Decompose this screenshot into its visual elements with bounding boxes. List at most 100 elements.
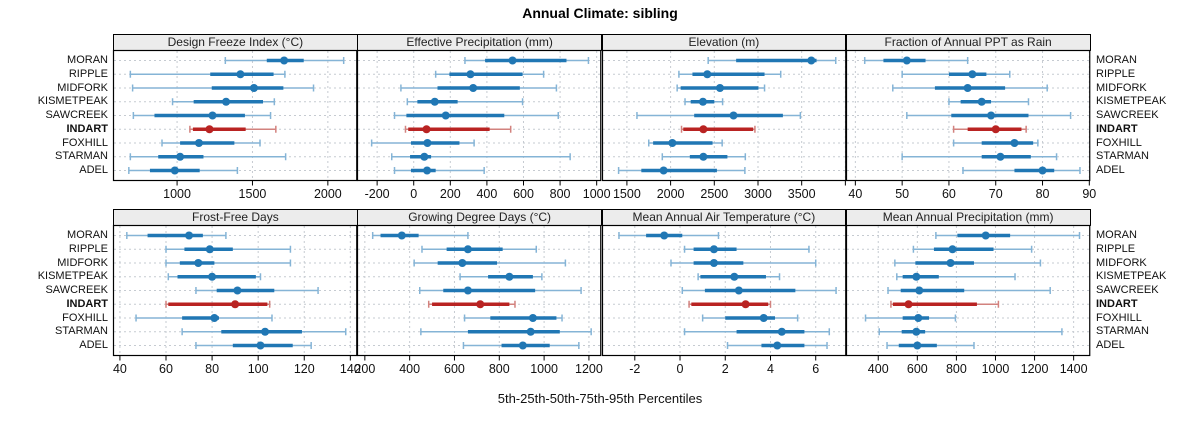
panel-border xyxy=(112,224,358,357)
median-dot xyxy=(233,286,242,295)
median-dot xyxy=(423,166,432,175)
panel-border xyxy=(845,224,1091,357)
panel-border xyxy=(357,49,602,182)
median-dot xyxy=(709,259,718,267)
panel-strip-frost-free-days: Frost-Free Days xyxy=(113,208,358,226)
median-dot xyxy=(508,56,517,65)
station-label-left-ripple: RIPPLE xyxy=(68,67,108,80)
station-label-left-midfork: MIDFORK xyxy=(57,81,108,94)
median-dot xyxy=(261,327,270,336)
panel-border xyxy=(357,224,602,357)
station-label-left-midfork: MIDFORK xyxy=(57,256,108,269)
chart-title: Annual Climate: sibling xyxy=(522,5,678,21)
median-dot xyxy=(526,327,535,336)
median-dot xyxy=(977,97,986,106)
median-dot xyxy=(698,97,707,106)
x-tick-label: 6 xyxy=(812,362,819,376)
median-dot xyxy=(185,231,194,240)
median-dot xyxy=(222,97,231,106)
station-label-right-kismetpeak: KISMETPEAK xyxy=(1096,95,1167,108)
panel-strip-mean-annual-air-temperature-c: Mean Annual Air Temperature (°C) xyxy=(601,208,847,226)
x-tick-label: 2500 xyxy=(700,187,728,201)
x-tick-label: 3000 xyxy=(744,187,772,201)
median-dot xyxy=(1038,166,1047,175)
station-label-left-indart: INDART xyxy=(66,122,108,135)
median-dot xyxy=(759,314,768,322)
x-tick-label: 1400 xyxy=(1059,362,1087,376)
median-dot xyxy=(476,300,485,309)
station-label-right-foxhill: FOXHILL xyxy=(1096,136,1142,149)
station-label-right-moran: MORAN xyxy=(1096,229,1137,241)
panel-mean-annual-air-temperature-c: -2 0 2 4 6 xyxy=(601,224,846,376)
x-tick-label: -200 xyxy=(365,187,390,201)
x-tick-label: 800 xyxy=(946,362,967,376)
station-label-left-adel: ADEL xyxy=(79,339,108,351)
median-dot xyxy=(729,272,738,281)
median-dot xyxy=(176,152,185,161)
station-label-right-adel: ADEL xyxy=(1096,164,1125,176)
station-label-left-starman: STARMAN xyxy=(55,325,108,338)
median-dot xyxy=(441,111,450,120)
median-dot xyxy=(469,84,478,92)
x-tick-label: 1000 xyxy=(163,187,191,201)
x-tick-label: 1500 xyxy=(612,187,640,201)
median-dot xyxy=(458,259,467,267)
median-dot xyxy=(280,56,289,65)
x-tick-label: 1000 xyxy=(583,187,611,201)
median-dot xyxy=(208,272,217,281)
station-label-right-moran: MORAN xyxy=(1096,54,1137,66)
panel-border xyxy=(601,224,846,357)
station-label-right-foxhill: FOXHILL xyxy=(1096,311,1142,324)
median-dot xyxy=(464,286,473,295)
median-dot xyxy=(194,139,203,147)
panel-border xyxy=(845,49,1091,182)
station-label-right-adel: ADEL xyxy=(1096,339,1125,351)
median-dot xyxy=(698,125,707,134)
x-tick-label: 70 xyxy=(989,187,1003,201)
median-dot xyxy=(948,245,957,254)
median-dot xyxy=(981,231,990,240)
median-dot xyxy=(777,327,786,336)
panel-growing-degree-days-c: 200 400 600 800 1000 1200 xyxy=(355,224,603,376)
x-tick-label: 90 xyxy=(1082,187,1096,201)
median-dot xyxy=(170,166,179,175)
median-dot xyxy=(529,314,538,322)
panel-strip-fraction-of-annual-ppt-as-rain: Fraction of Annual PPT as Rain xyxy=(845,33,1091,51)
panel-elevation-m: 1500 2000 2500 3000 3500 xyxy=(601,49,846,201)
median-dot xyxy=(996,152,1005,161)
x-tick-label: 80 xyxy=(1035,187,1049,201)
median-dot xyxy=(519,341,528,350)
station-label-left-ripple: RIPPLE xyxy=(68,242,108,255)
median-dot xyxy=(902,56,911,65)
station-label-left-sawcreek: SAWCREEK xyxy=(45,284,108,296)
median-dot xyxy=(398,231,407,240)
x-tick-label: 200 xyxy=(440,187,461,201)
panel-strip-growing-degree-days-c: Growing Degree Days (°C) xyxy=(357,208,602,226)
station-label-right-starman: STARMAN xyxy=(1096,325,1149,338)
panel-border xyxy=(601,49,846,182)
median-dot xyxy=(431,97,440,106)
median-dot xyxy=(914,314,923,322)
median-dot xyxy=(231,300,240,309)
x-tick-label: 100 xyxy=(248,362,269,376)
median-dot xyxy=(806,56,815,65)
median-dot xyxy=(466,70,475,79)
median-dot xyxy=(912,327,921,336)
x-tick-label: 2 xyxy=(721,362,728,376)
x-tick-label: 800 xyxy=(550,187,571,201)
median-dot xyxy=(702,70,711,79)
x-tick-label: 3500 xyxy=(787,187,815,201)
x-tick-label: 60 xyxy=(942,187,956,201)
median-dot xyxy=(659,166,668,175)
x-tick-label: 1200 xyxy=(575,362,603,376)
station-label-left-kismetpeak: KISMETPEAK xyxy=(37,95,108,108)
station-label-left-sawcreek: SAWCREEK xyxy=(45,109,108,121)
median-dot xyxy=(256,341,265,350)
median-dot xyxy=(194,259,203,267)
station-label-right-ripple: RIPPLE xyxy=(1096,67,1136,80)
median-dot xyxy=(205,245,214,254)
panel-strip-elevation-m: Elevation (m) xyxy=(601,33,847,51)
x-tick-label: 800 xyxy=(489,362,510,376)
x-tick-label: 600 xyxy=(444,362,465,376)
